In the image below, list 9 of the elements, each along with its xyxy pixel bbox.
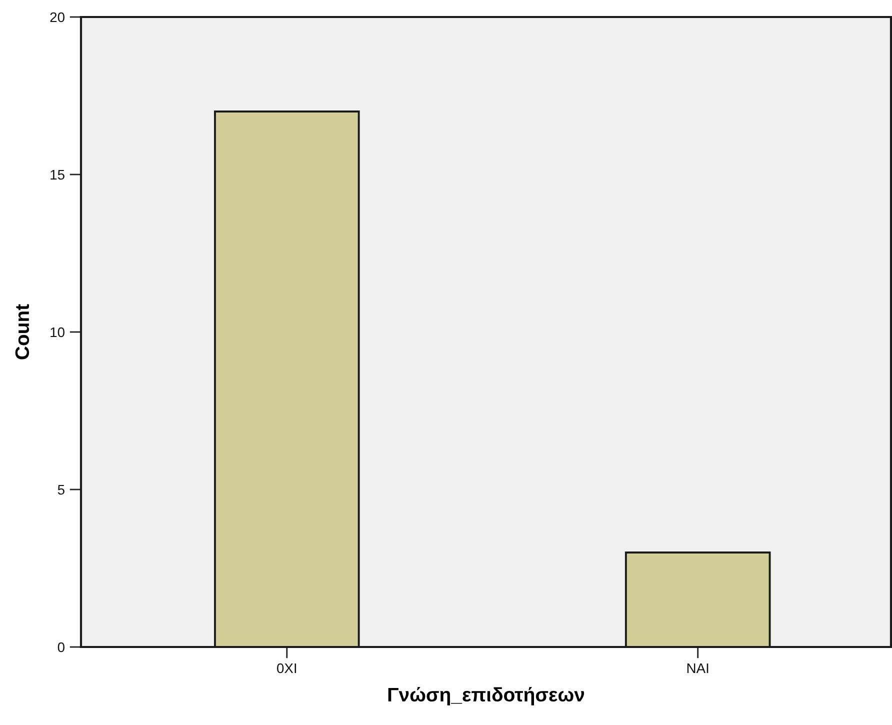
x-tick-label: 0XI [277, 663, 296, 674]
y-tick-label: 20 [50, 12, 64, 22]
y-axis-title: Count [15, 304, 30, 360]
x-axis-title: Γνώση_επιδοτήσεων [388, 687, 584, 706]
y-tick-label: 10 [50, 327, 64, 338]
y-tick-label: 0 [58, 642, 64, 652]
y-tick-label: 15 [50, 170, 64, 180]
x-tick-label: NAI [687, 663, 708, 674]
y-tick-label: 5 [58, 484, 64, 495]
